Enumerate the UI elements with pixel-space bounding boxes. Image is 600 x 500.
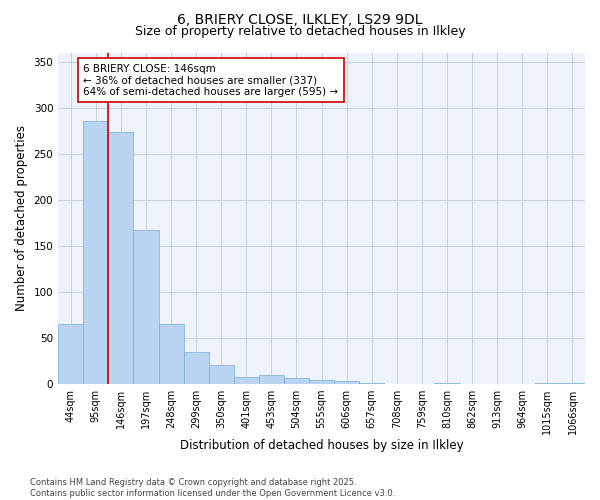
Bar <box>434 383 460 384</box>
Bar <box>83 120 109 384</box>
X-axis label: Distribution of detached houses by size in Ilkley: Distribution of detached houses by size … <box>180 440 463 452</box>
Y-axis label: Number of detached properties: Number of detached properties <box>15 125 28 311</box>
Bar <box>535 383 560 384</box>
Bar <box>158 324 184 384</box>
Bar <box>334 381 359 384</box>
Text: Size of property relative to detached houses in Ilkley: Size of property relative to detached ho… <box>134 25 466 38</box>
Bar <box>58 324 83 384</box>
Bar <box>284 378 309 384</box>
Bar <box>209 366 234 384</box>
Bar <box>133 230 158 384</box>
Text: 6, BRIERY CLOSE, ILKLEY, LS29 9DL: 6, BRIERY CLOSE, ILKLEY, LS29 9DL <box>177 12 423 26</box>
Bar <box>234 378 259 384</box>
Bar <box>259 376 284 384</box>
Bar <box>109 132 133 384</box>
Bar <box>184 352 209 384</box>
Bar <box>359 383 385 384</box>
Text: 6 BRIERY CLOSE: 146sqm
← 36% of detached houses are smaller (337)
64% of semi-de: 6 BRIERY CLOSE: 146sqm ← 36% of detached… <box>83 64 338 96</box>
Text: Contains HM Land Registry data © Crown copyright and database right 2025.
Contai: Contains HM Land Registry data © Crown c… <box>30 478 395 498</box>
Bar <box>309 380 334 384</box>
Bar <box>560 383 585 384</box>
